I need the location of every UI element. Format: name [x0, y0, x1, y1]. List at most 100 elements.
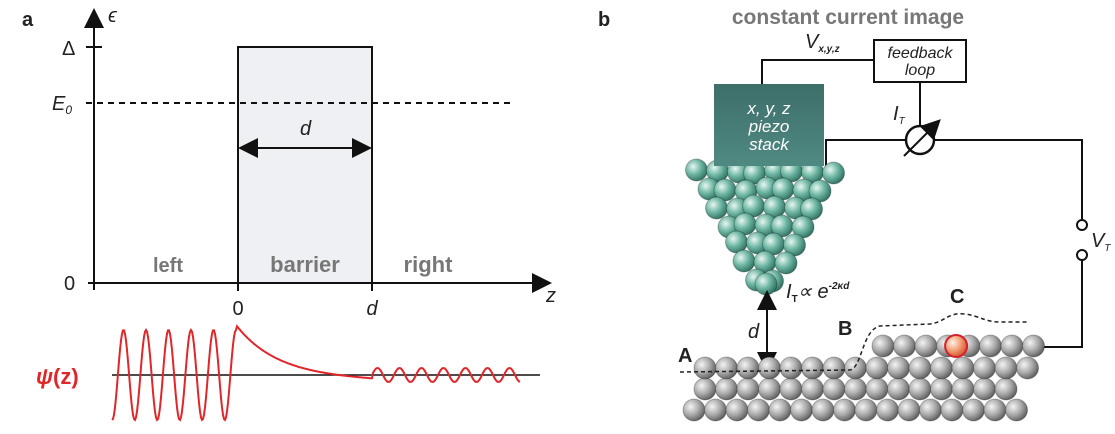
atom: [1001, 335, 1023, 357]
site-label: B: [838, 318, 852, 340]
terminal: [1077, 250, 1087, 260]
atom: [694, 378, 716, 400]
atom: [759, 357, 781, 379]
exponent: -2κd: [829, 281, 851, 292]
atom: [823, 162, 845, 184]
figure: a ϵ Δ E0 0 d left barrier right 0 d z ψ(…: [0, 0, 1115, 434]
atom: [974, 357, 996, 379]
voltage-label: Vx,y,z: [805, 31, 840, 55]
wire: [762, 60, 874, 84]
atom: [898, 399, 920, 421]
symbol: E: [52, 93, 66, 115]
atom: [748, 399, 770, 421]
x-tick-label: 0: [232, 298, 243, 320]
atom: [716, 357, 738, 379]
distance-label: d: [748, 321, 760, 343]
symbol: ψ: [36, 364, 53, 389]
panel-label: b: [598, 9, 610, 31]
atom: [1006, 399, 1028, 421]
atom: [802, 378, 824, 400]
atom: [909, 357, 931, 379]
tip-atoms: [686, 159, 845, 295]
subscript: T: [1104, 243, 1111, 254]
atom: [683, 399, 705, 421]
subscript: 0: [65, 103, 72, 117]
atom: [909, 378, 931, 400]
atom: [780, 378, 802, 400]
region-label: left: [153, 255, 183, 277]
atom: [866, 357, 888, 379]
atom: [716, 378, 738, 400]
atom: [984, 399, 1006, 421]
atom: [823, 378, 845, 400]
panel-label: a: [22, 9, 34, 31]
atom: [855, 399, 877, 421]
atom: [705, 399, 727, 421]
energy-label: E0: [52, 93, 72, 117]
subscript: T: [899, 116, 906, 127]
atom: [694, 357, 716, 379]
piezo-label: x, y, z: [746, 99, 791, 118]
atom: [823, 357, 845, 379]
feedback-label: feedback: [888, 45, 954, 62]
highlight-atom: [945, 335, 967, 357]
atom: [791, 399, 813, 421]
atom: [755, 273, 777, 295]
atom: [769, 399, 791, 421]
atom: [866, 378, 888, 400]
feedback-label: loop: [905, 62, 935, 79]
atom: [845, 378, 867, 400]
piezo-label: stack: [749, 135, 790, 154]
atom: [941, 399, 963, 421]
barrier: [238, 47, 372, 283]
width-label: d: [300, 118, 312, 140]
wire: [826, 140, 1082, 347]
atom: [780, 357, 802, 379]
relation: ∝ e: [798, 281, 829, 303]
atom: [974, 378, 996, 400]
atom: [759, 378, 781, 400]
atom: [834, 399, 856, 421]
atom: [915, 335, 937, 357]
atom: [737, 378, 759, 400]
argument: (z): [53, 364, 79, 389]
piezo-label: piezo: [748, 117, 790, 136]
atom: [931, 357, 953, 379]
atom: [733, 250, 755, 272]
x-axis-label: z: [545, 285, 556, 307]
atom: [894, 335, 916, 357]
terminal: [1077, 220, 1087, 230]
atom: [995, 357, 1017, 379]
atom: [872, 335, 894, 357]
region-label: right: [404, 252, 454, 277]
region-label: barrier: [270, 252, 340, 277]
wavefunction-label: ψ(z): [36, 364, 79, 389]
atom: [802, 357, 824, 379]
atom: [931, 378, 953, 400]
atom: [920, 399, 942, 421]
atom: [888, 378, 910, 400]
atom: [706, 197, 728, 219]
atom: [737, 357, 759, 379]
atom: [812, 399, 834, 421]
atom: [952, 357, 974, 379]
atom: [775, 252, 797, 274]
atom: [1023, 335, 1045, 357]
subscript: x,y,z: [817, 44, 839, 55]
x-tick-label: d: [366, 298, 378, 320]
title: constant current image: [732, 6, 964, 29]
atom: [726, 399, 748, 421]
bias-label: VT: [1091, 230, 1111, 254]
formula: IT∝ e-2κd: [786, 281, 850, 305]
wavefunction: [112, 326, 520, 420]
atom: [963, 399, 985, 421]
atom: [952, 378, 974, 400]
atom: [888, 357, 910, 379]
atom: [995, 378, 1017, 400]
atom: [686, 159, 708, 181]
atom: [877, 399, 899, 421]
atom: [980, 335, 1002, 357]
origin-label: 0: [64, 273, 75, 295]
site-label: A: [678, 345, 692, 367]
site-label: C: [950, 286, 964, 308]
